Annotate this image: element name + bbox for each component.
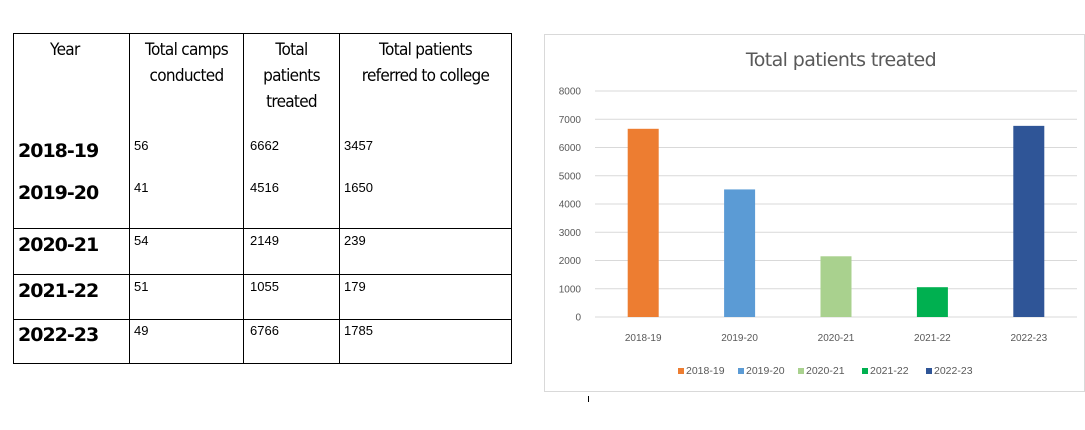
row-camps: 54 xyxy=(134,233,149,248)
camps-cell: 41 xyxy=(129,179,244,229)
y-tick-label: 6000 xyxy=(559,143,582,154)
row-camps: 41 xyxy=(134,179,149,195)
row-treated: 2149 xyxy=(250,233,279,248)
legend-swatch xyxy=(678,368,684,374)
legend-label: 2018-19 xyxy=(686,365,725,377)
row-year: 2018-19 xyxy=(18,139,99,162)
row-treated: 6662 xyxy=(250,137,279,153)
row-treated: 6766 xyxy=(250,323,279,338)
row-referred: 3457 xyxy=(344,137,373,153)
y-tick-label: 0 xyxy=(575,313,581,324)
treated-cell: 6662 xyxy=(243,135,340,180)
row-referred: 1650 xyxy=(344,179,373,195)
row-year: 2022-23 xyxy=(18,324,99,346)
x-tick-label: 2020-21 xyxy=(818,333,855,344)
data-table: Year Total camps conducted Total patient… xyxy=(13,33,512,364)
bar-2021-22 xyxy=(916,287,948,317)
y-tick-label: 7000 xyxy=(559,115,582,126)
header-year: Year xyxy=(50,40,80,60)
row-treated: 1055 xyxy=(250,279,279,294)
year-cell: 2020-21 xyxy=(13,228,130,275)
chart-title: Total patients treated xyxy=(745,49,936,71)
referred-cell: 1650 xyxy=(339,179,512,229)
legend-label: 2019-20 xyxy=(746,365,785,377)
table-row: 2020-21 54 2149 239 xyxy=(13,228,512,275)
bar-2022-23 xyxy=(1013,125,1045,317)
header-camps-line2: conducted xyxy=(149,66,225,86)
row-camps: 56 xyxy=(134,137,149,153)
year-cell: 2018-19 xyxy=(13,135,130,180)
header-camps-line1: Total camps xyxy=(144,40,229,60)
row-treated: 4516 xyxy=(250,179,279,195)
referred-cell: 1785 xyxy=(339,319,512,364)
legend-swatch xyxy=(738,368,744,374)
year-cell: 2019-20 xyxy=(13,179,130,229)
referred-cell: 179 xyxy=(339,274,512,320)
header-referred-line2: referred to college xyxy=(361,66,490,86)
x-tick-label: 2022-23 xyxy=(1010,333,1047,344)
row-year: 2020-21 xyxy=(18,234,99,256)
bar-2020-21 xyxy=(820,256,852,317)
year-cell: 2022-23 xyxy=(13,319,130,364)
header-treated-line1: Total xyxy=(275,40,308,60)
treated-cell: 1055 xyxy=(243,274,340,320)
header-year-cell: Year xyxy=(13,33,130,136)
treated-cell: 2149 xyxy=(243,228,340,275)
row-referred: 179 xyxy=(344,279,366,294)
header-treated-line2: patients xyxy=(263,66,320,86)
bar-2019-20 xyxy=(724,189,756,317)
row-year: 2019-20 xyxy=(18,181,99,204)
legend-label: 2021-22 xyxy=(870,365,909,377)
legend-label: 2022-23 xyxy=(934,365,973,377)
table-row: 2019-20 41 4516 1650 xyxy=(13,179,512,229)
legend: 2018-19 2019-20 2020-21 2021-22 2022-23 xyxy=(678,365,973,377)
row-year: 2021-22 xyxy=(18,280,99,302)
y-tick-label: 3000 xyxy=(559,228,582,239)
x-tick-label: 2019-20 xyxy=(721,333,758,344)
year-cell: 2021-22 xyxy=(13,274,130,320)
row-camps: 49 xyxy=(134,323,149,338)
camps-cell: 51 xyxy=(129,274,244,320)
table-row: 2022-23 49 6766 1785 xyxy=(13,319,512,364)
x-tick-label: 2018-19 xyxy=(625,333,662,344)
x-axis-ticks: 2018-19 2019-20 2020-21 2021-22 2022-23 xyxy=(625,333,1048,344)
y-tick-label: 2000 xyxy=(559,256,582,267)
chart-area: Total patients treated 0 1000 2000 3000 4000… xyxy=(544,34,1085,392)
y-tick-label: 4000 xyxy=(559,200,582,211)
y-tick-label: 8000 xyxy=(559,87,582,98)
y-tick-label: 5000 xyxy=(559,171,582,182)
stray-mark xyxy=(588,396,589,402)
camps-cell: 56 xyxy=(129,135,244,180)
bar-2018-19 xyxy=(627,128,659,317)
legend-swatch xyxy=(798,368,804,374)
y-tick-label: 1000 xyxy=(559,284,582,295)
treated-cell: 6766 xyxy=(243,319,340,364)
camps-cell: 49 xyxy=(129,319,244,364)
row-referred: 1785 xyxy=(344,323,373,338)
row-referred: 239 xyxy=(344,233,366,248)
bars xyxy=(627,125,1045,317)
legend-swatch xyxy=(862,368,868,374)
header-treated-cell: Total patients treated xyxy=(243,33,340,136)
table-row: 2018-19 56 6662 3457 xyxy=(13,135,512,180)
referred-cell: 239 xyxy=(339,228,512,275)
header-camps-cell: Total camps conducted xyxy=(129,33,244,136)
bar-chart: Total patients treated 0 1000 2000 3000 4000… xyxy=(559,49,1077,377)
legend-label: 2020-21 xyxy=(806,365,845,377)
treated-cell: 4516 xyxy=(243,179,340,229)
referred-cell: 3457 xyxy=(339,135,512,180)
table-header-row: Year Total camps conducted Total patient… xyxy=(13,33,512,136)
gridlines xyxy=(595,90,1077,318)
header-treated-line3: treated xyxy=(266,92,318,112)
y-axis-ticks: 0 1000 2000 3000 4000 5000 6000 7000 8000 xyxy=(559,87,582,324)
header-referred-line1: Total patients xyxy=(379,40,473,60)
row-camps: 51 xyxy=(134,279,149,294)
header-referred-cell: Total patients referred to college xyxy=(339,33,512,136)
table-row: 2021-22 51 1055 179 xyxy=(13,274,512,320)
x-tick-label: 2021-22 xyxy=(914,333,951,344)
legend-swatch xyxy=(926,368,932,374)
camps-cell: 54 xyxy=(129,228,244,275)
